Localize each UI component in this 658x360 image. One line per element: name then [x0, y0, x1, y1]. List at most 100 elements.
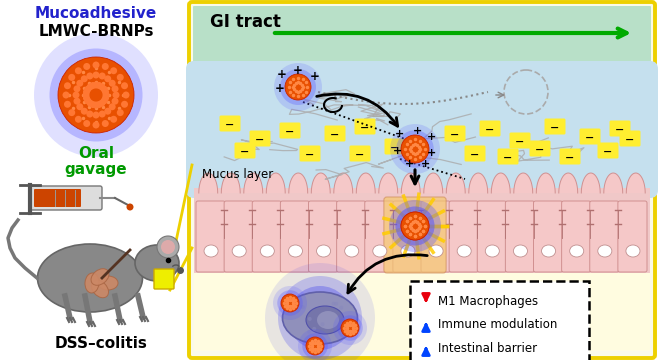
FancyBboxPatch shape [534, 201, 563, 272]
FancyBboxPatch shape [619, 130, 640, 147]
Text: +: + [428, 148, 437, 158]
Text: −: − [625, 135, 635, 144]
Circle shape [161, 240, 175, 254]
Circle shape [104, 108, 111, 115]
Ellipse shape [316, 245, 330, 257]
Circle shape [288, 286, 352, 350]
Circle shape [280, 69, 316, 105]
Circle shape [65, 64, 127, 126]
FancyBboxPatch shape [220, 116, 241, 131]
FancyBboxPatch shape [590, 201, 619, 272]
FancyBboxPatch shape [545, 118, 565, 135]
Circle shape [334, 302, 338, 306]
Circle shape [102, 95, 109, 102]
Circle shape [301, 305, 305, 309]
Circle shape [341, 322, 345, 326]
Ellipse shape [98, 276, 118, 290]
Ellipse shape [542, 245, 555, 257]
Circle shape [83, 120, 90, 127]
Circle shape [122, 91, 130, 99]
Bar [194, 188, 650, 273]
Text: GI tract: GI tract [210, 13, 281, 31]
Circle shape [99, 72, 106, 80]
Text: +: + [395, 129, 405, 139]
Text: gavage: gavage [64, 162, 127, 177]
Circle shape [395, 207, 434, 246]
Circle shape [338, 315, 363, 341]
Circle shape [99, 84, 105, 90]
Circle shape [278, 276, 362, 360]
Circle shape [58, 57, 134, 133]
FancyBboxPatch shape [154, 269, 174, 289]
Circle shape [265, 263, 375, 360]
Text: M1 Macrophages: M1 Macrophages [438, 294, 538, 307]
FancyBboxPatch shape [337, 201, 366, 272]
Circle shape [342, 318, 347, 321]
Ellipse shape [232, 245, 246, 257]
Text: DSS–colitis: DSS–colitis [55, 336, 147, 351]
FancyBboxPatch shape [189, 2, 655, 358]
Circle shape [121, 101, 128, 108]
Circle shape [110, 116, 117, 123]
Text: +: + [413, 126, 422, 136]
Circle shape [76, 103, 84, 110]
Text: +: + [420, 159, 430, 169]
Circle shape [285, 74, 311, 100]
Circle shape [89, 101, 97, 108]
Circle shape [102, 89, 109, 95]
Circle shape [87, 84, 93, 90]
Circle shape [126, 203, 134, 211]
Circle shape [93, 112, 99, 118]
FancyBboxPatch shape [559, 148, 580, 165]
Circle shape [64, 82, 71, 89]
Text: −: − [486, 125, 495, 135]
Ellipse shape [306, 306, 344, 334]
Circle shape [401, 135, 429, 163]
Circle shape [111, 85, 118, 92]
Circle shape [99, 111, 106, 117]
Text: +: + [405, 159, 415, 169]
Text: −: − [361, 122, 370, 132]
FancyBboxPatch shape [497, 148, 519, 165]
Circle shape [83, 63, 90, 70]
Circle shape [308, 317, 312, 321]
Ellipse shape [282, 292, 357, 344]
Circle shape [332, 302, 336, 306]
FancyBboxPatch shape [597, 143, 619, 158]
Circle shape [101, 97, 108, 104]
Text: −: − [330, 130, 340, 139]
Text: +: + [310, 69, 320, 82]
FancyBboxPatch shape [324, 126, 345, 141]
Circle shape [320, 322, 324, 326]
Text: −: − [355, 149, 365, 159]
Circle shape [116, 74, 124, 81]
Text: +: + [428, 132, 437, 142]
FancyBboxPatch shape [349, 145, 370, 162]
Circle shape [74, 85, 80, 92]
Text: −: − [255, 135, 265, 144]
Circle shape [75, 67, 82, 74]
Ellipse shape [626, 245, 640, 257]
Circle shape [340, 306, 343, 310]
FancyBboxPatch shape [252, 201, 282, 272]
Circle shape [116, 109, 124, 116]
Text: +: + [393, 146, 403, 156]
Text: −: − [240, 147, 249, 157]
Circle shape [282, 294, 299, 311]
Circle shape [83, 95, 90, 102]
Text: −: − [225, 120, 235, 130]
Circle shape [74, 98, 80, 105]
Circle shape [89, 82, 97, 89]
Text: −: − [503, 153, 513, 162]
FancyBboxPatch shape [234, 143, 255, 158]
Circle shape [396, 130, 434, 168]
FancyBboxPatch shape [421, 201, 450, 272]
Circle shape [273, 286, 307, 320]
Text: Mucus layer: Mucus layer [202, 168, 273, 181]
Circle shape [102, 63, 109, 70]
Circle shape [103, 91, 109, 99]
FancyBboxPatch shape [505, 201, 534, 272]
Circle shape [68, 109, 75, 116]
Circle shape [401, 212, 429, 240]
Circle shape [63, 91, 70, 99]
